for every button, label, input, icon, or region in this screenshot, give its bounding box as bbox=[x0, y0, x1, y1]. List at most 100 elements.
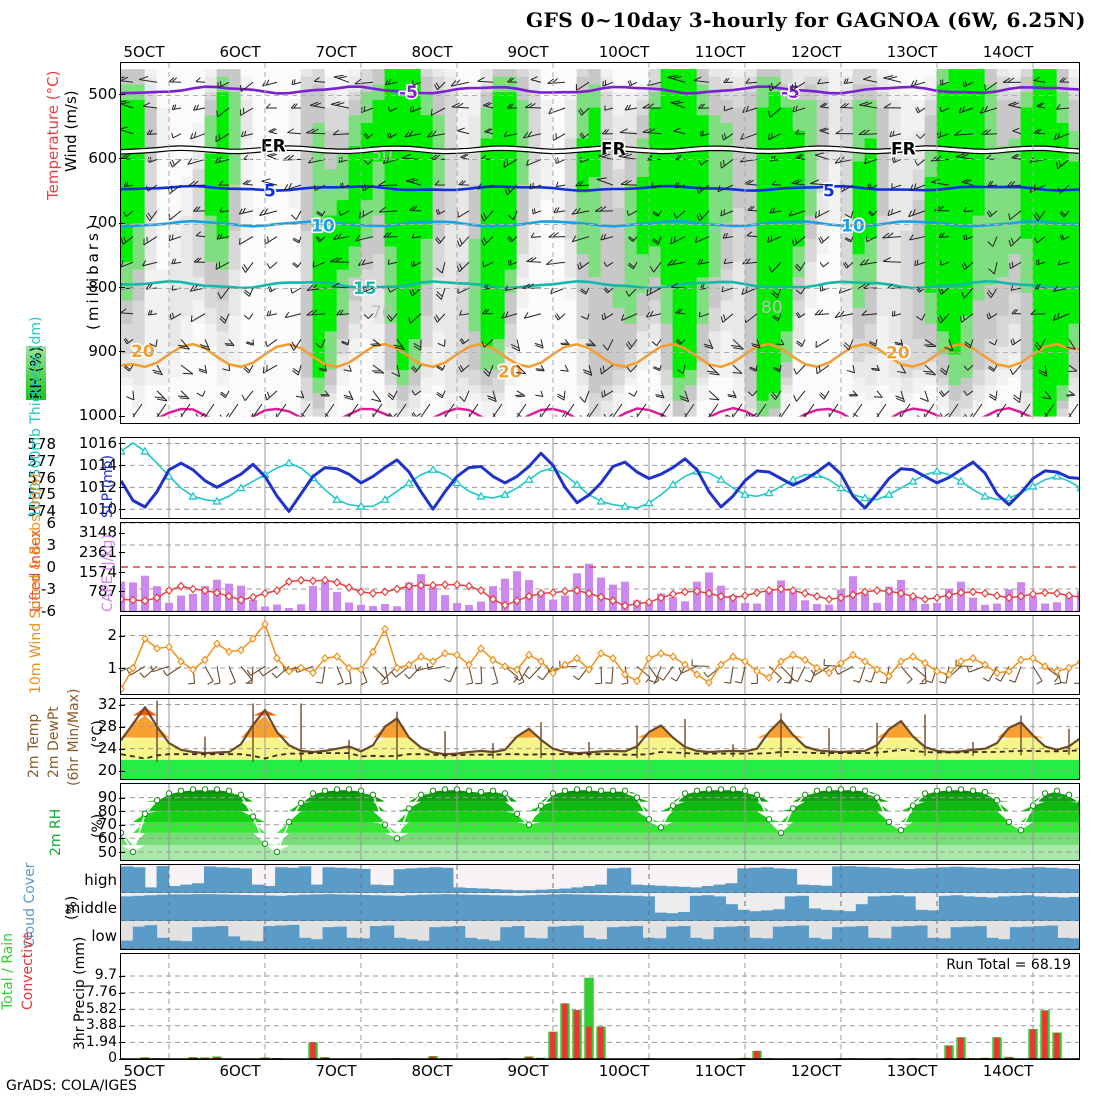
axis-tick-mark bbox=[119, 415, 125, 417]
axis-tick-label: 3 bbox=[46, 535, 56, 554]
axis-tick-label: 1574 bbox=[78, 562, 117, 581]
axis-tick-label: 80 bbox=[97, 801, 117, 820]
axis-tick-label: 7.76 bbox=[85, 983, 117, 1000]
axis-tick-label: 577 bbox=[27, 452, 56, 471]
axis-tick-label: 500 bbox=[88, 84, 117, 103]
svg-text:5: 5 bbox=[823, 181, 835, 201]
svg-text:10: 10 bbox=[311, 217, 335, 237]
axis-tick-mark bbox=[119, 532, 125, 534]
axis-tick-label: 90 bbox=[97, 788, 117, 807]
axis-tick-label: 1 bbox=[107, 658, 117, 677]
axis-tick-mark bbox=[119, 770, 125, 772]
axis-tick-label: 50 bbox=[97, 842, 117, 861]
axis-tick-mark bbox=[119, 571, 125, 573]
axis-tick-mark bbox=[119, 1009, 125, 1011]
axis-tick-mark bbox=[119, 222, 125, 224]
axis-tick-mark bbox=[119, 1025, 125, 1027]
axis-tick-mark bbox=[119, 443, 125, 445]
axis-tick-mark bbox=[119, 487, 125, 489]
axis-tick-label: 0 bbox=[108, 1050, 117, 1067]
axis-tick-mark bbox=[119, 509, 125, 511]
svg-text:10: 10 bbox=[841, 217, 865, 237]
axis-tick-mark bbox=[119, 94, 125, 96]
axis-tick-label: 28 bbox=[97, 717, 117, 736]
axis-tick-label: 1.94 bbox=[85, 1033, 117, 1050]
axis-tick-label: 5.82 bbox=[85, 1000, 117, 1017]
axis-tick-mark bbox=[119, 797, 125, 799]
axis-tick-label: 24 bbox=[97, 739, 117, 758]
axis-tick-mark bbox=[119, 635, 125, 637]
axis-tick-label: 576 bbox=[27, 468, 56, 487]
cape-lifted-index-panel bbox=[120, 522, 1080, 612]
axis-tick-mark bbox=[119, 748, 125, 750]
svg-text:-5: -5 bbox=[399, 83, 418, 103]
axis-tick-label: low bbox=[91, 927, 117, 946]
axis-tick-mark bbox=[119, 668, 125, 669]
axis-tick-label: 1014 bbox=[78, 456, 117, 475]
axis-tick-label: 1012 bbox=[78, 478, 117, 496]
axis-tick-label: 3.88 bbox=[85, 1017, 117, 1034]
axis-tick-label: 578 bbox=[27, 435, 56, 454]
axis-tick-label: middle bbox=[65, 899, 117, 918]
axis-tick-label: 575 bbox=[27, 485, 56, 504]
axis-tick-mark bbox=[119, 552, 125, 554]
axis-tick-mark bbox=[119, 1059, 125, 1060]
axis-tick-label: 6 bbox=[46, 513, 56, 532]
axis-tick-label: 2361 bbox=[78, 543, 117, 562]
axis-tick-label: 574 bbox=[27, 502, 56, 521]
svg-text:80: 80 bbox=[761, 298, 783, 318]
axis-tick-label: high bbox=[84, 871, 117, 890]
svg-text:70: 70 bbox=[371, 303, 393, 323]
axis-tick-mark bbox=[119, 838, 125, 840]
run-total-label: Run Total = 68.19 bbox=[946, 957, 1071, 973]
axis-tick-label: 787 bbox=[88, 582, 117, 601]
axis-tick-label: 20 bbox=[97, 761, 117, 780]
axis-label-precip-convective: Convective bbox=[20, 931, 36, 1010]
axis-tick-label: 1000 bbox=[78, 406, 117, 425]
axis-tick-label: 32 bbox=[97, 695, 117, 714]
axis-tick-mark bbox=[119, 976, 125, 977]
axis-tick-label: 2 bbox=[107, 626, 117, 645]
axis-tick-label: 1016 bbox=[78, 434, 117, 453]
wind10m-panel bbox=[120, 615, 1080, 695]
axis-tick-mark bbox=[119, 851, 125, 853]
axis-tick-mark bbox=[119, 824, 125, 826]
axis-tick-label: 600 bbox=[88, 149, 117, 168]
svg-text:20: 20 bbox=[498, 363, 522, 383]
axis-tick-label: -6 bbox=[41, 601, 56, 620]
cloud-cover-panel bbox=[120, 864, 1080, 950]
svg-text:5: 5 bbox=[264, 181, 276, 201]
page-title: GFS 0~10day 3-hourly for GAGNOA (6W, 6.2… bbox=[526, 8, 1086, 32]
axis-tick-label: 900 bbox=[88, 341, 117, 360]
axis-tick-mark bbox=[119, 591, 125, 593]
axis-tick-mark bbox=[119, 704, 125, 706]
svg-text:FR: FR bbox=[261, 136, 286, 156]
axis-tick-label: 0 bbox=[46, 557, 56, 576]
axis-tick-label: 800 bbox=[88, 277, 117, 296]
axis-tick-label: 1010 bbox=[78, 499, 117, 518]
axis-tick-mark bbox=[119, 726, 125, 728]
axis-tick-label: 60 bbox=[97, 828, 117, 847]
rh2m-panel bbox=[120, 783, 1080, 861]
axis-tick-mark bbox=[119, 465, 125, 467]
axis-tick-label: -3 bbox=[41, 579, 56, 598]
precip-panel: Run Total = 68.19 bbox=[120, 953, 1080, 1060]
temp2m-panel bbox=[120, 698, 1080, 780]
axis-tick-label: 70 bbox=[97, 815, 117, 834]
axis-tick-mark bbox=[119, 287, 125, 288]
axis-label-precip: 3hr Precip (mm) bbox=[72, 936, 88, 1050]
axis-tick-mark bbox=[119, 811, 125, 813]
axis-label-precip-total: Total / Rain bbox=[0, 932, 16, 1010]
axis-tick-label: 3148 bbox=[78, 523, 117, 542]
